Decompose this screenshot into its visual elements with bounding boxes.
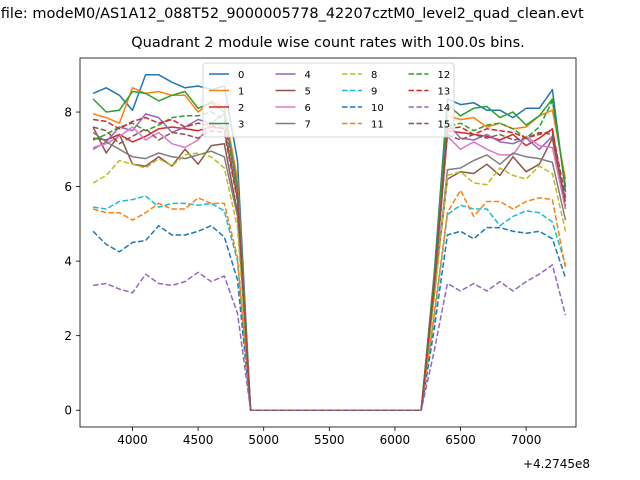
series-line-6 [92,122,567,411]
x-offset-label: +4.2745e8 [523,457,590,471]
legend-label-14: 14 [438,103,451,114]
legend-label-9: 9 [371,87,377,98]
x-tick-label: 6000 [380,433,411,447]
y-axis: 0 2 4 6 8 [64,106,80,418]
y-tick-label: 6 [64,180,72,194]
legend-label-0: 0 [238,70,244,81]
y-tick-label: 4 [64,255,72,269]
legend-label-1: 1 [238,87,244,98]
x-tick-label: 7000 [511,433,542,447]
series-line-11 [92,189,567,411]
figure-suptitle: n file: modeM0/AS1A12_088T52_9000005778_… [0,6,584,22]
x-tick-label: 5000 [248,433,279,447]
y-tick-label: 0 [64,404,72,418]
legend-label-12: 12 [438,70,451,81]
legend-label-3: 3 [238,120,244,131]
x-tick-label: 5500 [314,433,345,447]
series-layer [92,74,567,411]
legend-label-5: 5 [305,87,311,98]
series-line-12 [92,100,567,411]
series-line-10 [92,224,567,411]
legend-label-10: 10 [371,103,384,114]
series-line-15 [92,126,567,411]
legend-label-6: 6 [305,103,311,114]
legend-label-8: 8 [371,70,377,81]
legend-label-2: 2 [238,103,244,114]
legend-label-4: 4 [305,70,311,81]
series-line-14 [92,264,567,411]
x-tick-label: 4000 [117,433,148,447]
x-tick-label: 6500 [445,433,476,447]
series-line-5 [92,126,567,411]
legend-label-13: 13 [438,87,451,98]
x-tick-label: 4500 [183,433,214,447]
y-tick-label: 2 [64,329,72,343]
plot-frame [79,57,577,428]
legend-label-15: 15 [438,120,451,131]
series-line-2 [92,126,567,411]
series-line-4 [92,113,567,411]
series-line-8 [92,152,567,411]
legend-label-11: 11 [371,120,384,131]
legend-box [202,62,455,138]
chart-title: Quadrant 2 module wise count rates with … [131,35,525,51]
legend-label-7: 7 [305,120,311,131]
y-tick-label: 8 [64,106,72,120]
x-axis: 4000 4500 5000 5500 6000 6500 7000 [117,427,541,447]
